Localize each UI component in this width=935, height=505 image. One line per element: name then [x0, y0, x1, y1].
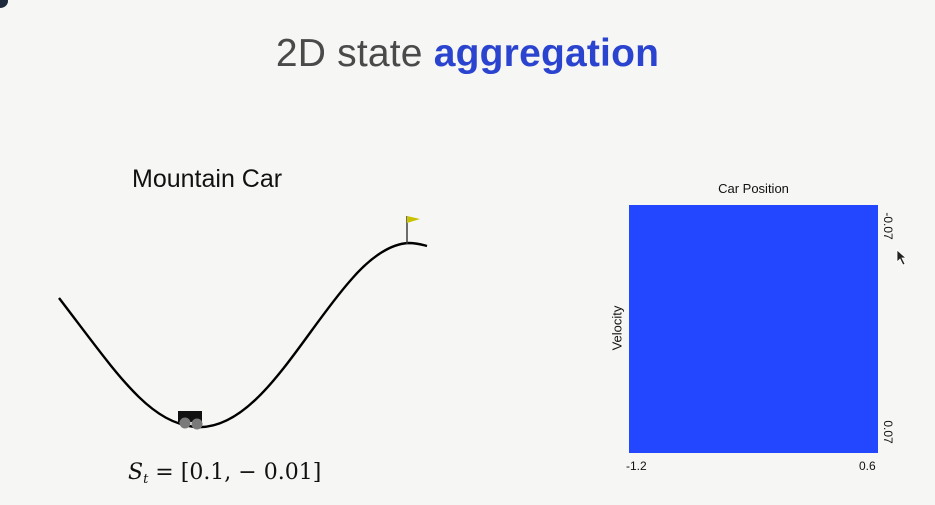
- slide-title-plain: 2D state: [275, 32, 434, 75]
- flag-icon: [406, 216, 420, 244]
- plot-ylabel: Velocity: [609, 305, 625, 351]
- x-tick-max: 0.6: [859, 459, 876, 473]
- mountain-curve: [58, 241, 428, 429]
- slide-title: 2D state aggregation: [0, 28, 935, 80]
- state-label: St = [0.1, − 0.01]: [128, 458, 321, 495]
- state-value: = [0.1, − 0.01]: [148, 460, 322, 485]
- car-icon: [178, 411, 203, 430]
- x-tick-min: -1.2: [626, 459, 647, 473]
- environment-title: Mountain Car: [132, 165, 283, 193]
- y-tick-top: -0.07: [881, 212, 895, 240]
- plot-title: Car Position: [718, 181, 789, 196]
- corner-dot: [0, 0, 8, 8]
- state-symbol: S: [128, 460, 144, 485]
- y-tick-bottom: 0.07: [881, 420, 895, 444]
- slide-title-accent: aggregation: [433, 32, 660, 75]
- state-subscript: t: [143, 472, 149, 487]
- mouse-cursor-icon: [896, 249, 908, 266]
- state-aggregation-grid: [629, 205, 878, 453]
